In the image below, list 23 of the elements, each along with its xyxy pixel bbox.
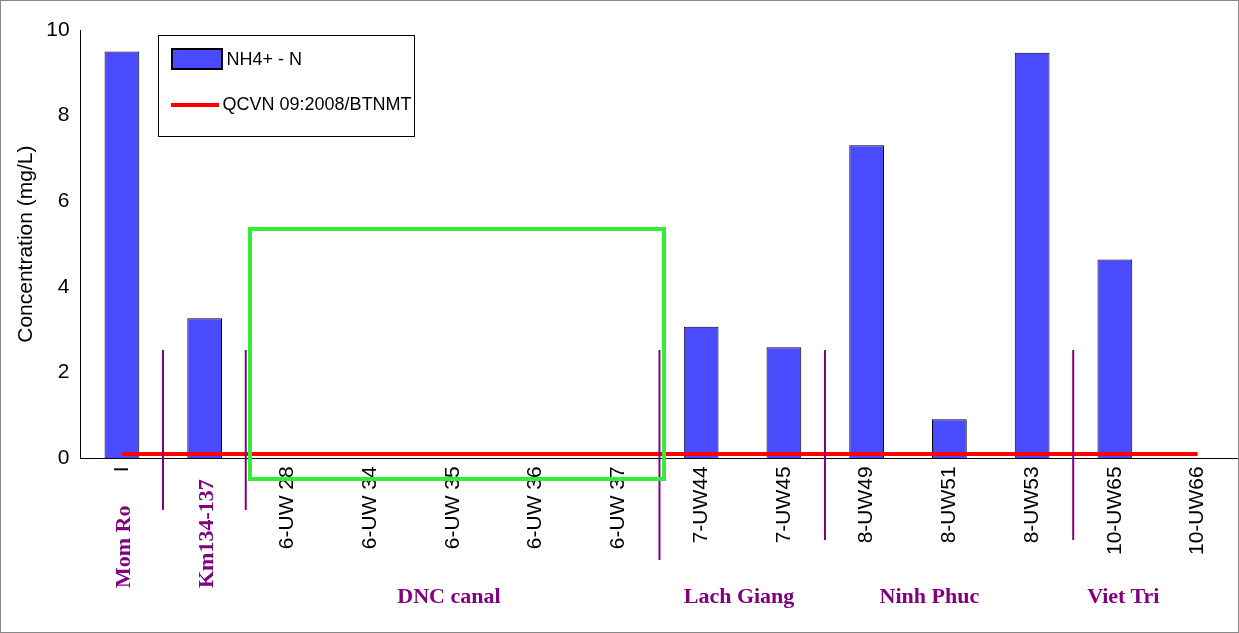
x-tick-label: 8-UW49: [853, 466, 877, 544]
y-tick-label: 0: [57, 445, 70, 469]
text: Viet Tri: [1087, 583, 1160, 609]
text: DNC canal: [397, 583, 501, 609]
x-tick-label: 10-UW66: [1184, 466, 1208, 556]
x-tick-label: 7-UW45: [770, 466, 794, 544]
text: Lach Giang: [683, 583, 795, 609]
x-tick-label: I: [108, 466, 132, 473]
y-tick-label: 10: [46, 16, 70, 40]
y-axis-title: Concentration (mg/L): [13, 145, 37, 343]
x-tick-label: 7-UW44: [687, 466, 711, 544]
y-tick-label: 4: [57, 273, 70, 297]
y-tick-label: 8: [57, 102, 70, 126]
x-tick-label: 8-UW53: [1018, 466, 1042, 544]
text: Mom Ro: [109, 505, 136, 588]
y-tick-label: 2: [57, 359, 70, 383]
legend-label: NH4+ - N: [226, 48, 303, 70]
text: Km134-137: [192, 479, 219, 588]
text: Ninh Phuc: [879, 583, 980, 609]
x-tick-label: 10-UW65: [1101, 466, 1125, 556]
y-tick-label: 6: [57, 188, 70, 212]
legend-label: QCVN 09:2008/BTNMT: [222, 94, 412, 115]
x-tick-label: 8-UW51: [936, 466, 960, 544]
